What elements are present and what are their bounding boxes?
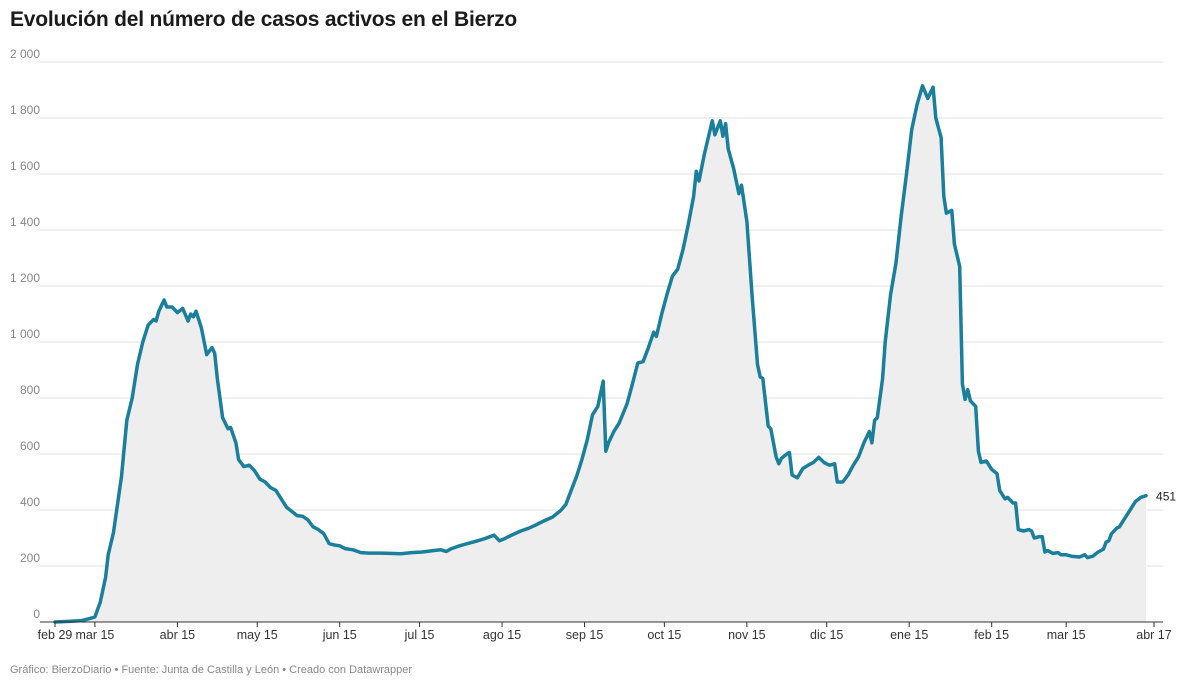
y-tick-label: 600 — [20, 439, 40, 453]
footer-credits: Gráfico: BierzoDiario • Fuente: Junta de… — [10, 664, 413, 676]
x-tick-label: dic 15 — [810, 628, 843, 642]
y-tick-label: 400 — [20, 495, 40, 509]
x-tick-label: jun 15 — [322, 628, 357, 642]
y-tick-label: 1 400 — [10, 215, 40, 229]
y-tick-label: 800 — [20, 383, 40, 397]
x-tick-label: oct 15 — [647, 628, 681, 642]
x-axis-ticks: feb 29 mar 15 abr 15 may 15 jun 15 jul 15 ago … — [38, 622, 1172, 642]
x-tick-label: abr 15 — [160, 628, 195, 642]
y-tick-label: 0 — [33, 607, 40, 621]
x-tick-label: ene 15 — [890, 628, 928, 642]
y-tick-label: 200 — [20, 551, 40, 565]
x-tick-label: sep 15 — [566, 628, 604, 642]
end-value-label: 451 — [1156, 490, 1176, 504]
x-tick-label: mar 15 — [75, 628, 114, 642]
x-tick-label: feb 15 — [974, 628, 1009, 642]
y-tick-label: 1 600 — [10, 159, 40, 173]
y-axis-ticks: 0 200 400 600 800 1 000 1 200 1 400 1 600 1 800 2 … — [10, 47, 40, 621]
x-tick-label: mar 15 — [1047, 628, 1086, 642]
y-tick-label: 2 000 — [10, 47, 40, 61]
x-tick-label: nov 15 — [728, 628, 766, 642]
x-tick-label: ago 15 — [483, 628, 521, 642]
series-line — [53, 84, 1148, 624]
area-fill — [55, 85, 1146, 623]
chart-title: Evolución del número de casos activos en… — [10, 8, 517, 31]
x-tick-label: may 15 — [237, 628, 278, 642]
y-tick-label: 1 800 — [10, 103, 40, 117]
y-tick-label: 1 000 — [10, 327, 40, 341]
y-tick-label: 1 200 — [10, 271, 40, 285]
x-tick-label: jul 15 — [404, 628, 435, 642]
x-tick-label: feb 29 — [38, 628, 73, 642]
x-tick-label: abr 17 — [1136, 628, 1171, 642]
